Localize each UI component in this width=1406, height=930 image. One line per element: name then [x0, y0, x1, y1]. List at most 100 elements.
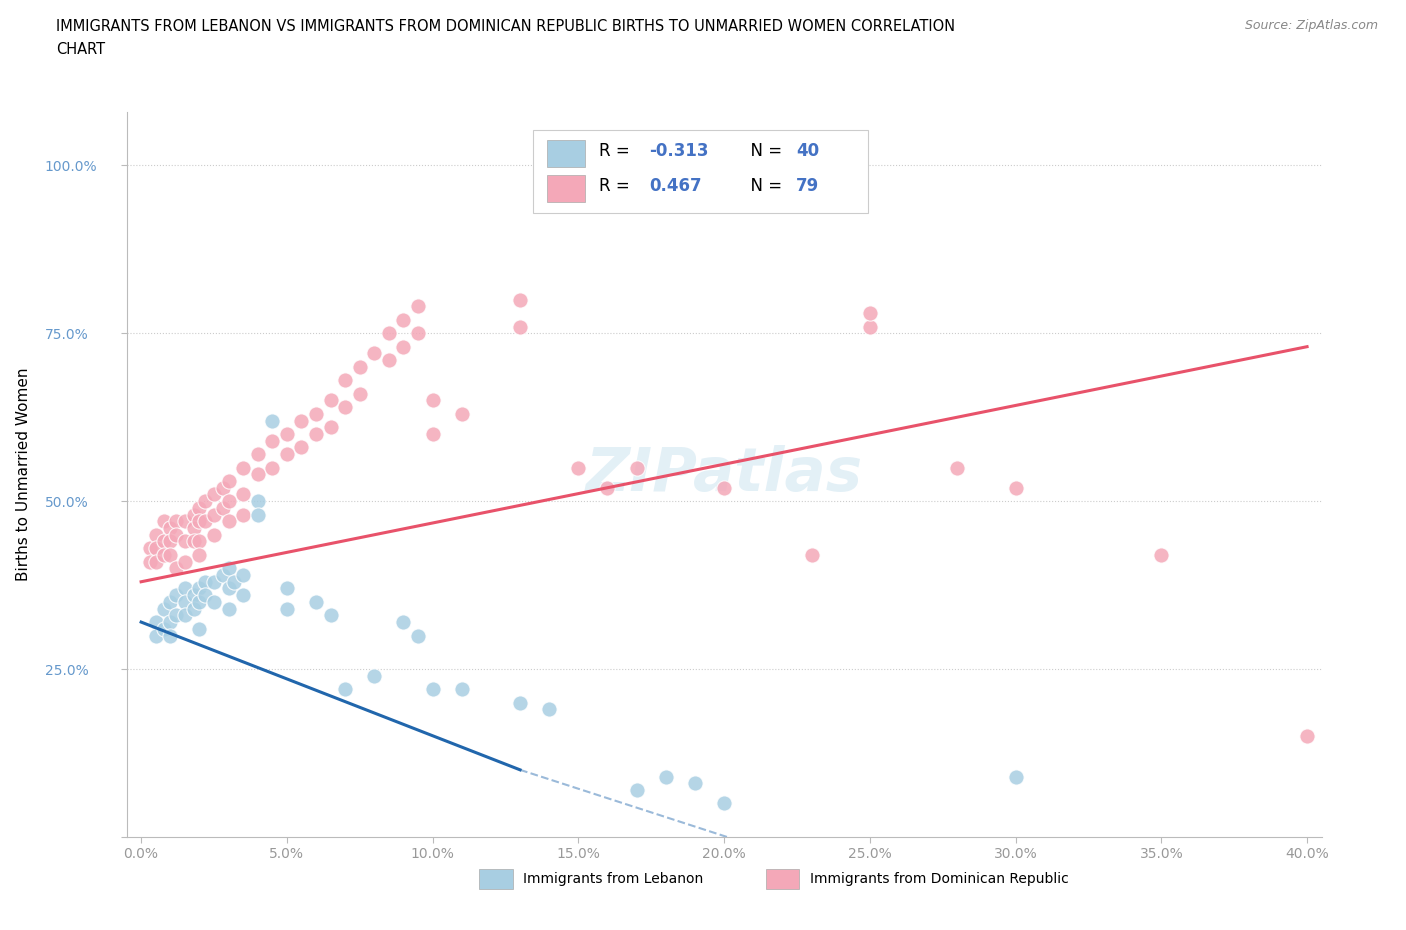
- Point: [173, 608, 195, 623]
- Point: [194, 514, 217, 529]
- Point: [246, 494, 269, 509]
- Point: [290, 440, 312, 455]
- FancyBboxPatch shape: [533, 130, 868, 213]
- Point: [276, 601, 298, 616]
- Point: [232, 460, 254, 475]
- Point: [173, 594, 195, 609]
- Point: [305, 427, 328, 442]
- Point: [165, 608, 187, 623]
- Point: [406, 299, 429, 313]
- Point: [509, 696, 531, 711]
- Point: [713, 796, 735, 811]
- Text: Immigrants from Dominican Republic: Immigrants from Dominican Republic: [810, 872, 1069, 886]
- Point: [224, 575, 246, 590]
- Point: [262, 413, 284, 428]
- Point: [188, 621, 211, 636]
- Point: [319, 608, 342, 623]
- Point: [173, 581, 195, 596]
- Point: [202, 527, 225, 542]
- Point: [378, 352, 401, 367]
- Point: [392, 312, 415, 327]
- Point: [165, 527, 187, 542]
- Text: -0.313: -0.313: [648, 142, 709, 161]
- Text: N =: N =: [740, 142, 787, 161]
- Point: [188, 500, 211, 515]
- Point: [232, 588, 254, 603]
- Point: [246, 467, 269, 482]
- Point: [859, 319, 882, 334]
- Point: [349, 386, 371, 401]
- Point: [392, 615, 415, 630]
- Point: [363, 669, 385, 684]
- Point: [211, 500, 233, 515]
- Point: [218, 514, 240, 529]
- Text: ZIPatlas: ZIPatlas: [585, 445, 863, 504]
- Point: [202, 507, 225, 522]
- Point: [194, 588, 217, 603]
- Point: [211, 567, 233, 582]
- Point: [276, 581, 298, 596]
- Point: [378, 326, 401, 340]
- Text: R =: R =: [599, 142, 634, 161]
- Point: [422, 393, 444, 408]
- Point: [145, 527, 167, 542]
- Point: [139, 540, 162, 555]
- Point: [319, 393, 342, 408]
- Point: [159, 521, 181, 536]
- Point: [218, 561, 240, 576]
- Point: [422, 682, 444, 697]
- Point: [406, 628, 429, 643]
- Text: CHART: CHART: [56, 42, 105, 57]
- Point: [305, 594, 328, 609]
- Text: R =: R =: [599, 178, 634, 195]
- Bar: [547, 175, 585, 203]
- Point: [139, 554, 162, 569]
- Point: [183, 521, 205, 536]
- Point: [1150, 548, 1173, 563]
- Point: [153, 621, 176, 636]
- Point: [153, 601, 176, 616]
- Point: [262, 460, 284, 475]
- Point: [159, 534, 181, 549]
- Point: [713, 480, 735, 495]
- Point: [946, 460, 969, 475]
- Point: [183, 534, 205, 549]
- Point: [509, 292, 531, 307]
- Point: [218, 581, 240, 596]
- Point: [145, 554, 167, 569]
- Point: [800, 548, 823, 563]
- Point: [165, 588, 187, 603]
- Point: [538, 702, 561, 717]
- Point: [194, 494, 217, 509]
- Text: Source: ZipAtlas.com: Source: ZipAtlas.com: [1244, 19, 1378, 32]
- Text: N =: N =: [740, 178, 787, 195]
- Point: [159, 615, 181, 630]
- Point: [422, 427, 444, 442]
- Point: [333, 400, 356, 415]
- Point: [218, 473, 240, 488]
- Point: [173, 534, 195, 549]
- Point: [626, 782, 648, 797]
- Point: [159, 594, 181, 609]
- Point: [1004, 769, 1026, 784]
- Point: [509, 319, 531, 334]
- Point: [218, 601, 240, 616]
- Point: [859, 306, 882, 321]
- Point: [290, 413, 312, 428]
- Text: 0.467: 0.467: [648, 178, 702, 195]
- Point: [596, 480, 619, 495]
- Point: [232, 567, 254, 582]
- Bar: [479, 869, 513, 889]
- Point: [202, 594, 225, 609]
- Bar: [547, 140, 585, 167]
- Point: [188, 534, 211, 549]
- Point: [183, 507, 205, 522]
- Point: [392, 339, 415, 354]
- Point: [319, 419, 342, 434]
- Point: [567, 460, 589, 475]
- Point: [173, 554, 195, 569]
- Point: [153, 548, 176, 563]
- Point: [159, 628, 181, 643]
- Point: [450, 682, 472, 697]
- Point: [183, 588, 205, 603]
